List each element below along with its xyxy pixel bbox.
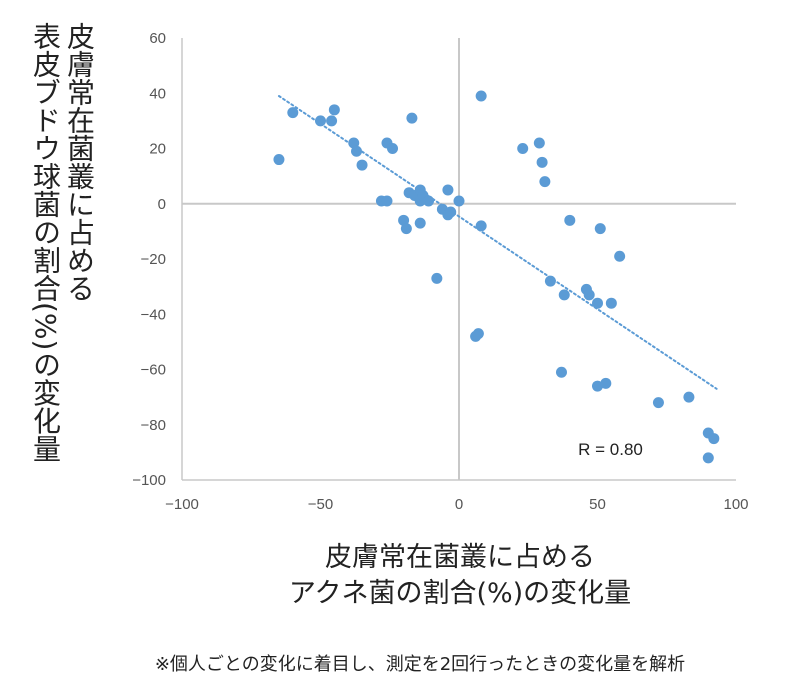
- y-tick-label: −20: [141, 251, 166, 268]
- y-tick-label: −80: [141, 417, 166, 434]
- x-axis-title: 皮膚常在菌叢に占める アクネ菌の割合(%)の変化量: [200, 540, 720, 613]
- data-point: [614, 250, 626, 262]
- data-point: [442, 184, 454, 196]
- trend-line-group: [277, 95, 718, 390]
- data-point: [400, 223, 412, 235]
- x-tick-label: 0: [455, 496, 463, 513]
- data-point: [652, 397, 664, 409]
- y-tick-label: −100: [132, 472, 166, 489]
- data-point: [536, 156, 548, 168]
- footnote: ※個人ごとの変化に着目し、測定を2回行ったときの変化量を解析: [154, 654, 686, 675]
- data-point: [453, 195, 465, 207]
- data-point: [423, 195, 435, 207]
- data-point: [348, 137, 360, 149]
- data-point: [414, 217, 426, 229]
- data-point: [381, 195, 393, 207]
- data-point: [583, 289, 595, 301]
- data-point: [472, 328, 484, 340]
- y-tick-label: 20: [149, 141, 166, 158]
- y-tick-label: 40: [149, 85, 166, 102]
- y-tick-label: −60: [141, 362, 166, 379]
- data-point: [592, 297, 603, 309]
- y-tick-label: 0: [158, 196, 166, 213]
- data-point: [533, 137, 545, 149]
- data-point: [605, 297, 617, 309]
- data-point: [287, 107, 299, 119]
- data-point: [517, 143, 529, 154]
- data-point: [475, 220, 487, 232]
- data-point: [600, 377, 612, 389]
- x-tick-label: −100: [165, 496, 199, 513]
- x-tick-label: −50: [308, 496, 333, 513]
- data-point: [594, 223, 606, 235]
- y-axis-title: 皮膚常在菌叢に占める 表皮ブドウ球菌の割合(%)の変化量: [14, 22, 110, 532]
- y-tick-label: −40: [141, 306, 166, 323]
- data-point: [398, 214, 410, 226]
- axes: [181, 38, 736, 481]
- data-point: [592, 380, 603, 392]
- data-point: [406, 112, 418, 124]
- data-point: [445, 206, 457, 218]
- data-point: [539, 176, 551, 188]
- data-point: [558, 289, 570, 301]
- correlation-annotation: R = 0.80: [578, 440, 643, 459]
- y-tick-label: 60: [149, 30, 166, 47]
- y-axis-title-line-1: 皮膚常在菌叢に占める: [63, 22, 96, 302]
- data-point: [387, 143, 399, 154]
- data-point: [702, 452, 714, 464]
- data-point: [328, 104, 340, 116]
- x-tick-label: 100: [723, 496, 748, 513]
- data-point: [564, 214, 576, 226]
- data-point: [431, 272, 443, 284]
- data-point: [475, 90, 487, 102]
- data-point: [708, 433, 720, 445]
- x-tick-label: 50: [589, 496, 606, 513]
- data-point: [683, 391, 695, 403]
- data-points: [273, 90, 720, 464]
- trend-line: [277, 95, 718, 390]
- data-point: [273, 154, 285, 166]
- data-point: [544, 275, 556, 287]
- data-point: [555, 366, 567, 378]
- y-axis-title-line-2: 表皮ブドウ球菌の割合(%)の変化量: [29, 22, 62, 463]
- tick-labels: −100 −80 −60 −40 −20 0 20 40 60 −100 −50 0 50 100: [132, 30, 748, 513]
- data-point: [356, 159, 368, 171]
- x-axis-title-line-1: 皮膚常在菌叢に占める: [325, 542, 595, 573]
- data-point: [351, 145, 363, 157]
- data-point: [326, 115, 338, 127]
- x-axis-title-line-2: アクネ菌の割合(%)の変化量: [288, 578, 632, 610]
- data-point: [315, 115, 326, 127]
